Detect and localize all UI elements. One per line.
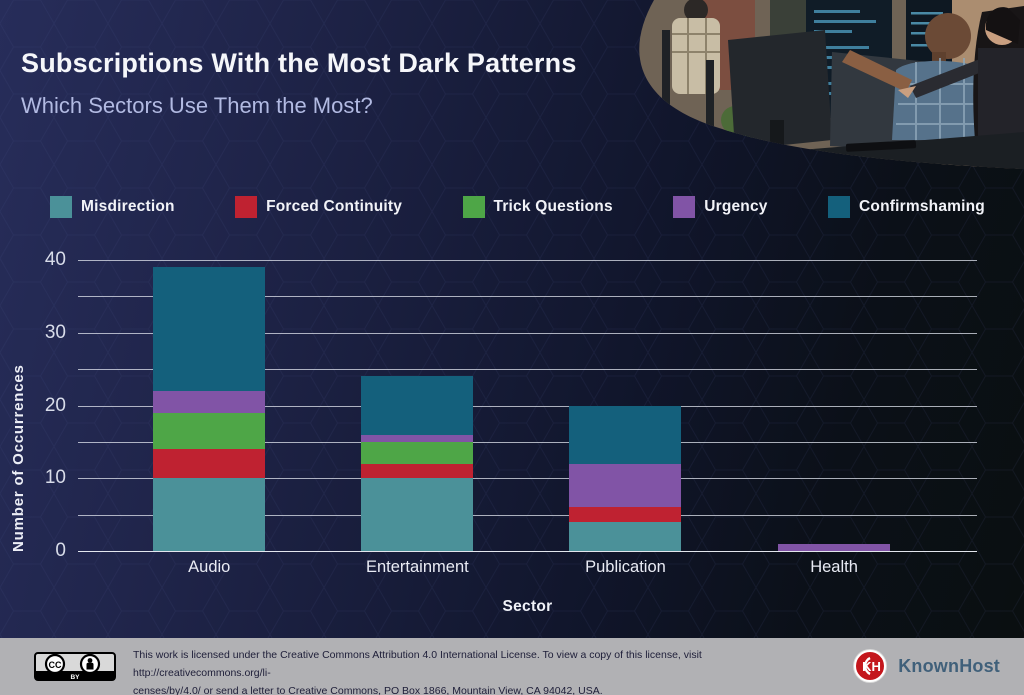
gridline-5 — [78, 514, 977, 516]
brand: KH KnownHost — [852, 648, 1000, 684]
legend-swatch-icon — [50, 196, 72, 218]
legend-swatch-icon — [673, 196, 696, 218]
y-tick-label-20: 20 — [44, 394, 66, 416]
legend-label: Trick Questions — [493, 198, 613, 215]
x-category-label-publication: Publication — [585, 558, 666, 576]
bar-segment-entertainment-forced-continuity — [361, 463, 474, 479]
x-category-label-health: Health — [810, 558, 858, 576]
license-line-1: This work is licensed under the Creative… — [133, 649, 702, 679]
x-axis-title: Sector — [502, 598, 553, 615]
bar-entertainment — [361, 260, 474, 551]
y-tick-label-30: 30 — [44, 321, 66, 343]
legend-item-urgency: Urgency — [673, 196, 767, 218]
bar-segment-audio-misdirection — [153, 478, 266, 551]
logo-monogram: KH — [862, 659, 881, 674]
knownhost-logo-icon: KH — [853, 649, 888, 683]
x-category-label-audio: Audio — [188, 558, 231, 576]
y-tick-label-10: 10 — [44, 467, 66, 489]
x-axis-labels: Audio Entertainment Publication Health — [78, 558, 977, 580]
y-tick-label-0: 0 — [55, 540, 66, 561]
legend-swatch-icon — [828, 196, 851, 218]
gridline-25 — [78, 369, 977, 371]
y-tick-label-40: 40 — [44, 249, 66, 270]
footer: CC BY This work is licensed under the Cr… — [0, 638, 1024, 695]
legend-item-trick-questions: Trick Questions — [462, 196, 613, 218]
legend-label: Forced Continuity — [266, 198, 403, 215]
legend-label: Urgency — [704, 198, 768, 215]
gridline-30 — [78, 332, 977, 334]
plot-area — [78, 260, 977, 552]
bar-segment-entertainment-trick-questions — [361, 441, 474, 464]
gridline-15 — [78, 441, 977, 443]
bar-audio — [153, 260, 266, 551]
bar-segment-audio-trick-questions — [153, 412, 266, 450]
cc-by-text: BY — [70, 674, 80, 681]
x-category-label-entertainment: Entertainment — [365, 558, 469, 576]
gridline-40 — [78, 260, 977, 261]
header: Subscriptions With the Most Dark Pattern… — [21, 48, 641, 119]
cc-by-badge-icon: CC BY — [34, 652, 116, 681]
bar-segment-publication-misdirection — [569, 521, 682, 551]
legend-label: Misdirection — [81, 198, 175, 215]
legend: Misdirection Forced Continuity Trick Quest… — [50, 196, 985, 218]
gridline-20 — [78, 405, 977, 407]
bar-segment-entertainment-misdirection — [361, 478, 474, 551]
bar-segment-audio-confirmshaming — [153, 267, 266, 391]
license-line-2: censes/by/4.0/ or send a letter to Creat… — [133, 685, 603, 695]
brand-name: KnownHost — [898, 655, 1000, 676]
legend-swatch-icon — [462, 196, 485, 218]
gridline-0 — [78, 551, 977, 552]
bar-segment-entertainment-confirmshaming — [361, 376, 474, 435]
bar-segment-audio-urgency — [153, 390, 266, 413]
gridline-10 — [78, 478, 977, 480]
bar-segment-publication-confirmshaming — [569, 405, 682, 464]
office-photo — [610, 0, 1024, 172]
bar-publication — [569, 260, 682, 551]
office-photo-illustration — [639, 0, 1024, 169]
license-text: This work is licensed under the Creative… — [133, 646, 833, 695]
bar-segment-health-urgency — [778, 543, 891, 551]
legend-item-forced-continuity: Forced Continuity — [235, 196, 402, 218]
legend-item-misdirection: Misdirection — [50, 196, 175, 218]
legend-item-confirmshaming: Confirmshaming — [828, 196, 985, 218]
legend-swatch-icon — [235, 196, 258, 218]
legend-label: Confirmshaming — [859, 198, 985, 215]
bar-segment-audio-forced-continuity — [153, 449, 266, 479]
bar-segment-publication-forced-continuity — [569, 507, 682, 522]
y-axis-labels: 0 10 20 30 40 — [0, 249, 66, 561]
bar-segment-publication-urgency — [569, 463, 682, 508]
bar-health — [778, 260, 891, 551]
gridline-35 — [78, 296, 977, 298]
cc-circle-text: CC — [49, 660, 62, 670]
bar-segment-entertainment-urgency — [361, 434, 474, 442]
page-subtitle: Which Sectors Use Them the Most? — [21, 93, 373, 118]
page-title: Subscriptions With the Most Dark Pattern… — [21, 48, 577, 78]
